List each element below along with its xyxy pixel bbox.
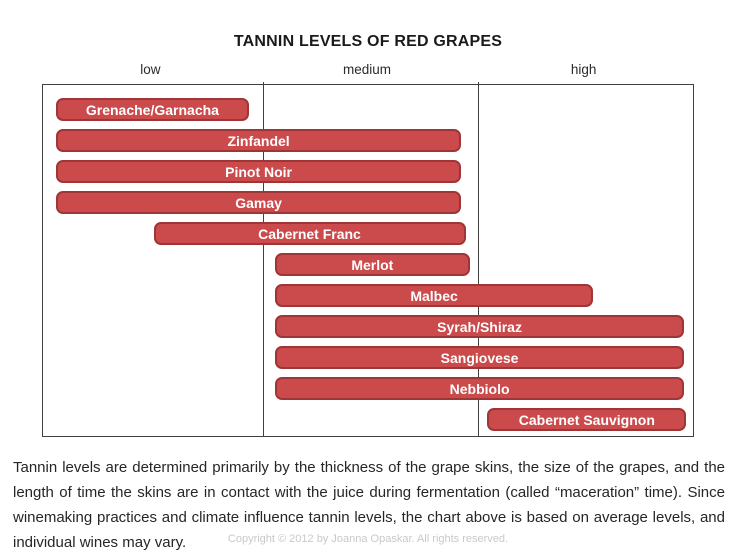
bar-cabernet-franc: Cabernet Franc: [153, 222, 466, 245]
bar-label: Cabernet Franc: [258, 225, 361, 242]
bar-label: Nebbiolo: [449, 380, 510, 397]
bar-cabernet-sauvignon: Cabernet Sauvignon: [487, 408, 687, 431]
bar-label: Syrah/Shiraz: [437, 318, 522, 335]
column-divider-low-medium: [262, 82, 264, 436]
bar-label: Cabernet Sauvignon: [518, 411, 655, 428]
bar-syrah-shiraz: Syrah/Shiraz: [274, 315, 685, 338]
bar-nebbiolo: Nebbiolo: [274, 377, 685, 400]
chart-plot-area: Grenache/Garnacha Zinfandel Pinot Noir Gama…: [42, 82, 694, 437]
copyright-text: Copyright © 2012 by Joanna Opaskar. All …: [227, 533, 509, 545]
bar-label: Sangiovese: [440, 349, 519, 366]
axis-label-medium: medium: [343, 62, 392, 77]
bar-malbec: Malbec: [274, 284, 594, 307]
axis-label-high: high: [570, 62, 597, 77]
bar-pinot-noir: Pinot Noir: [56, 160, 462, 183]
bar-label: Gamay: [235, 194, 282, 211]
tannin-axis-header: low medium high: [42, 62, 692, 77]
bar-gamay: Gamay: [56, 191, 462, 214]
description-text: Tannin levels are determined primarily b…: [13, 459, 725, 551]
bar-label: Malbec: [410, 287, 458, 304]
bar-merlot: Merlot: [274, 253, 470, 276]
chart-title: TANNIN LEVELS OF RED GRAPES: [233, 33, 503, 50]
bar-grenache-garnacha: Grenache/Garnacha: [56, 98, 249, 121]
bar-label: Zinfandel: [227, 132, 290, 149]
bar-label: Pinot Noir: [225, 163, 293, 180]
bar-sangiovese: Sangiovese: [274, 346, 685, 369]
bar-zinfandel: Zinfandel: [56, 129, 462, 152]
column-divider-medium-high: [477, 82, 479, 436]
bar-label: Merlot: [351, 256, 394, 273]
bar-label: Grenache/Garnacha: [85, 101, 219, 118]
axis-label-low: low: [140, 62, 161, 77]
